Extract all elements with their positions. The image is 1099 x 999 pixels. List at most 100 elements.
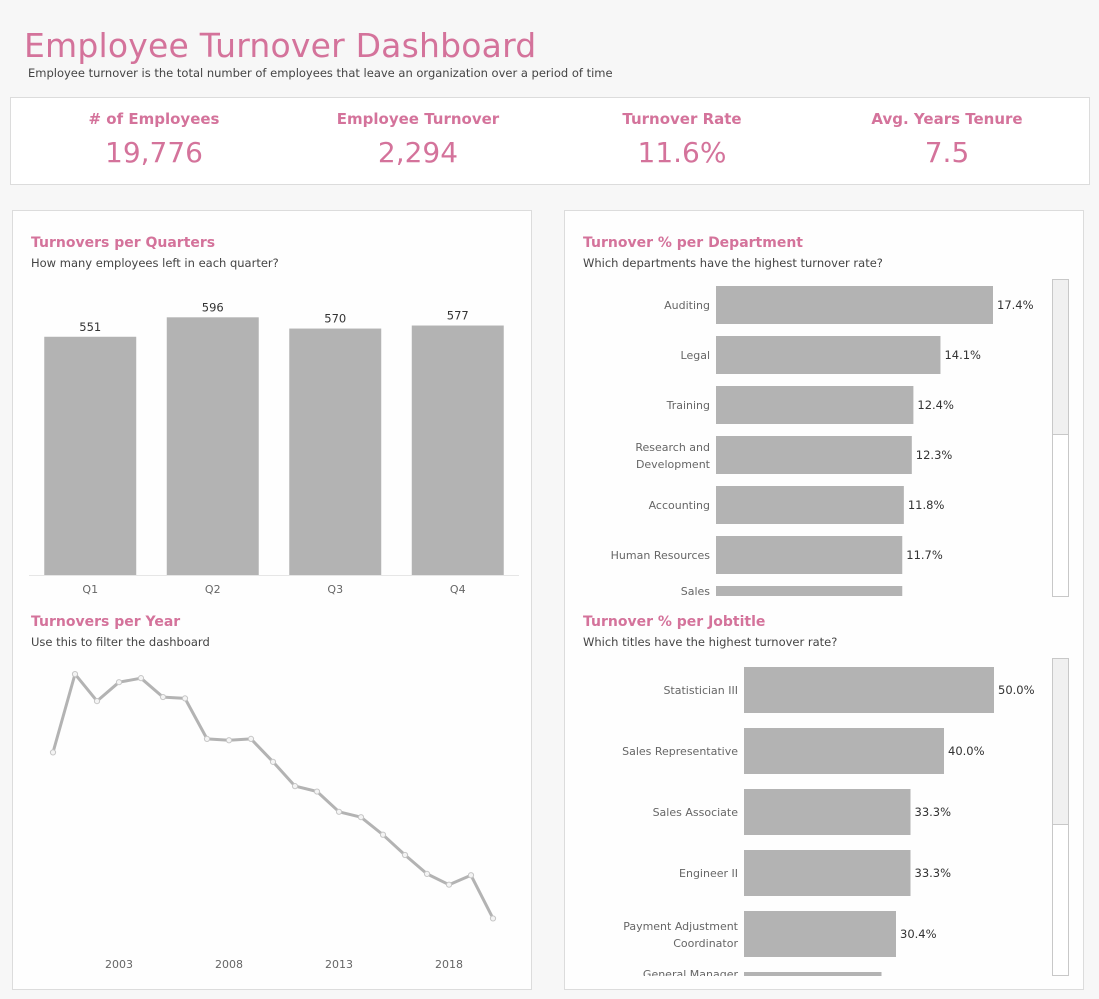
kpi-turnover-rate: Turnover Rate 11.6% — [547, 98, 817, 184]
data-point-2006 — [181, 695, 189, 702]
bar-value-label: 33.3% — [915, 866, 952, 880]
quarters-chart-subtitle: How many employees left in each quarter? — [31, 256, 279, 270]
department-scroll-thumb[interactable] — [1053, 280, 1068, 435]
data-point-2019 — [467, 872, 475, 879]
kpi-value: 19,776 — [105, 136, 203, 169]
quarters-bar-chart[interactable]: 551 Q1 596 Q2 570 Q3 577 Q4 — [13, 281, 531, 601]
data-point-2002 — [93, 698, 101, 705]
jobtitle-scroll-thumb[interactable] — [1053, 659, 1068, 825]
data-point-2007 — [203, 735, 211, 743]
bar-sales-associate — [744, 789, 911, 835]
year-line-chart[interactable]: 2003 2008 2013 2018 — [13, 656, 531, 976]
bar-value-label: 14.1% — [944, 348, 981, 362]
department-chart-title: Turnover % per Department — [583, 235, 803, 251]
bar-value-label: 11.8% — [908, 498, 945, 512]
data-point-2008 — [225, 737, 233, 744]
bar-sales-representative — [744, 728, 944, 774]
category-label: Legal — [681, 349, 710, 362]
kpi-label: Employee Turnover — [336, 110, 500, 128]
data-point-2010 — [269, 758, 277, 765]
left-panel: Turnovers per Quarters How many employee… — [12, 210, 532, 990]
data-point-2018 — [445, 881, 453, 888]
data-point-2011 — [291, 783, 299, 790]
bar-value-label: 551 — [79, 320, 101, 334]
data-point-2013 — [335, 808, 343, 815]
x-tick-label: Q2 — [205, 583, 221, 596]
kpi-label: # of Employees — [88, 110, 220, 128]
category-label: Engineer II — [679, 867, 738, 880]
department-chart-subtitle: Which departments have the highest turno… — [583, 256, 883, 270]
bar-q3 — [289, 328, 382, 575]
right-panel: Turnover % per Department Which departme… — [564, 210, 1084, 990]
x-tick-label: Q4 — [450, 583, 466, 596]
data-point-2004 — [137, 675, 145, 682]
bar-q1 — [44, 336, 137, 575]
bar-value-label: 17.4% — [997, 298, 1034, 312]
department-bar-chart[interactable]: 17.4% Auditing 14.1% Legal 12.4% Training 12.3… — [565, 279, 1045, 597]
jobtitle-chart-subtitle: Which titles have the highest turnover r… — [583, 635, 838, 649]
bar-value-label: 33.3% — [915, 805, 952, 819]
bar-training — [716, 386, 914, 424]
bar-value-label: 11.7% — [906, 548, 943, 562]
x-tick-label: 2008 — [215, 958, 243, 971]
category-label: Statistician III — [663, 684, 738, 697]
kpi-label: Avg. Years Tenure — [871, 110, 1023, 128]
bar-value-label: 12.4% — [917, 398, 954, 412]
bar-value-label: 12.3% — [916, 448, 953, 462]
dashboard-title: Employee Turnover Dashboard — [24, 26, 537, 65]
category-label: Sales Representative — [622, 745, 738, 758]
kpi-value: 7.5 — [924, 136, 970, 169]
data-point-2020 — [489, 915, 497, 922]
jobtitle-scrollbar[interactable] — [1052, 658, 1069, 976]
data-point-2009 — [247, 735, 255, 743]
bar-human-resources — [716, 536, 903, 574]
data-point-2005 — [159, 693, 167, 701]
kpi-label: Turnover Rate — [622, 110, 742, 128]
data-point-2016 — [401, 851, 409, 859]
kpi-turnover: Employee Turnover 2,294 — [283, 98, 553, 184]
bar-value-label: 30.4% — [900, 927, 937, 941]
x-tick-label: Q1 — [82, 583, 98, 596]
category-label: Training — [666, 399, 710, 412]
bar-sales — [716, 586, 903, 596]
kpi-tenure: Avg. Years Tenure 7.5 — [812, 98, 1082, 184]
category-label: Sales Associate — [653, 806, 739, 819]
category-label: Research and Development — [635, 441, 710, 471]
x-tick-label: 2018 — [435, 958, 463, 971]
quarters-chart-title: Turnovers per Quarters — [31, 235, 216, 251]
bar-research-and-development — [716, 436, 912, 474]
turnover-trend-line — [51, 672, 495, 920]
kpi-employees: # of Employees 19,776 — [19, 98, 289, 184]
data-point-2003 — [115, 679, 123, 686]
bar-statistician-iii — [744, 667, 994, 713]
x-tick-label: 2013 — [325, 958, 353, 971]
bar-value-label: 570 — [324, 312, 346, 326]
department-scrollbar[interactable] — [1052, 279, 1069, 597]
jobtitle-chart-title: Turnover % per Jobtitle — [583, 614, 766, 630]
category-label: Sales — [681, 585, 711, 597]
bar-payment-adjustment-coordinator — [744, 911, 896, 957]
data-point-2017 — [423, 870, 431, 877]
data-point-2012 — [313, 788, 321, 795]
data-point-2015 — [379, 831, 387, 838]
bar-accounting — [716, 486, 904, 524]
jobtitle-bar-chart[interactable]: 50.0% Statistician III 40.0% Sales Represen… — [565, 658, 1045, 976]
bar-legal — [716, 336, 941, 374]
bar-general-manager — [744, 972, 882, 976]
category-label: Human Resources — [611, 549, 711, 562]
kpi-panel: # of Employees 19,776 Employee Turnover … — [10, 97, 1090, 185]
bar-value-label: 50.0% — [998, 683, 1035, 697]
category-label: Payment Adjustment Coordinator — [623, 920, 738, 950]
bar-value-label: 577 — [447, 309, 469, 323]
data-point-2001 — [71, 671, 79, 678]
category-label: General Manager — [643, 968, 739, 976]
year-chart-title: Turnovers per Year — [31, 614, 181, 630]
category-label: Auditing — [664, 299, 710, 312]
data-point-2000 — [49, 749, 57, 756]
bar-engineer-ii — [744, 850, 911, 896]
dashboard-subtitle: Employee turnover is the total number of… — [28, 66, 613, 80]
bar-value-label: 40.0% — [948, 744, 985, 758]
bar-q2 — [166, 317, 259, 575]
bar-q4 — [411, 325, 504, 575]
category-label: Accounting — [649, 499, 710, 512]
